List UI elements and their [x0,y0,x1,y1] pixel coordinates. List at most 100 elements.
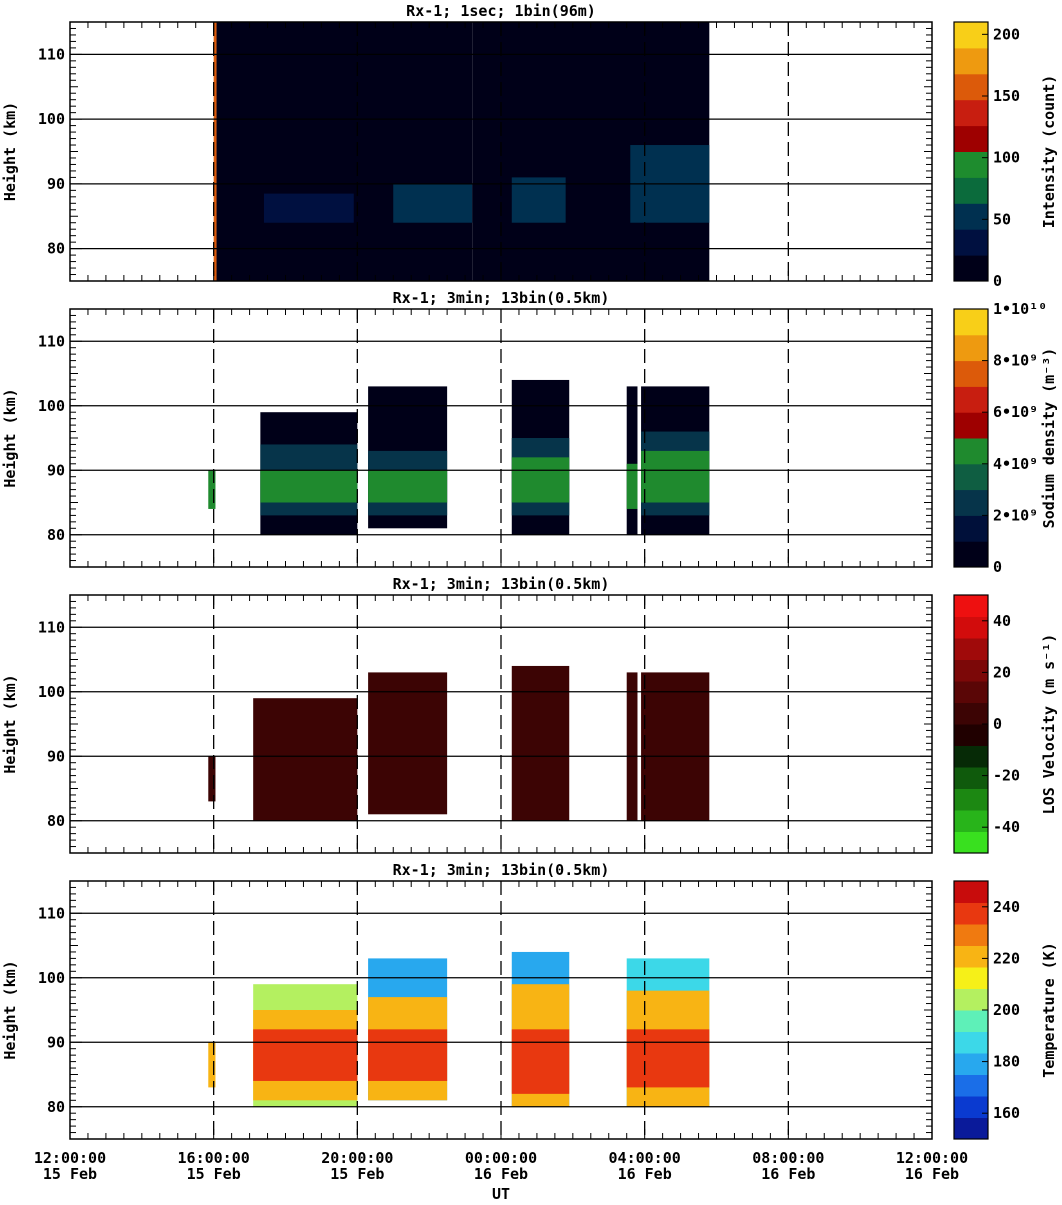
data-segment [208,470,216,509]
data-segment [511,665,570,821]
colorbar-cell [954,681,988,703]
y-tick-label: 80 [47,240,65,258]
colorbar-cell [954,229,988,256]
colorbar-cell [954,767,988,789]
data-segment [511,177,566,223]
data-segment [368,1029,448,1081]
x-tick-date: 16 Feb [905,1165,959,1183]
colorbar-cell [954,1010,988,1032]
colorbar-cell [954,745,988,768]
panel-title: Rx-1; 3min; 13bin(0.5km) [393,575,610,593]
colorbar-tick-label: 50 [993,210,1011,228]
y-axis-label: Height (km) [1,960,19,1059]
y-tick-label: 110 [38,45,65,63]
y-tick-label: 110 [38,618,65,636]
colorbar-cell [954,659,988,682]
colorbar-cell [954,924,988,946]
colorbar-cell [954,616,988,639]
x-tick-date: 16 Feb [761,1165,815,1183]
data-segment [368,470,448,503]
colorbar-cell [954,788,988,811]
y-tick-label: 110 [38,904,65,922]
x-tick-time: 20:00:00 [321,1149,393,1167]
y-axis-label: Height (km) [1,674,19,773]
y-tick-label: 100 [38,683,65,701]
colorbar-tick-label: 0 [993,272,1002,290]
panel-4: Rx-1; 3min; 13bin(0.5km) 80 90 100 110 Height… [1,861,1058,1140]
data-segment [208,756,216,802]
data-segment [253,1029,358,1081]
x-tick-time: 12:00:00 [34,1149,106,1167]
colorbar-cell [954,386,988,413]
colorbar-tick-label: 8•10⁹ [993,352,1038,370]
y-axis-label: Height (km) [1,388,19,487]
x-tick-time: 00:00:00 [465,1149,537,1167]
y-tick-label: 80 [47,1098,65,1116]
colorbar-cell [954,489,988,516]
colorbar-cell [954,1117,988,1140]
colorbar-tick-label: 0 [993,558,1002,576]
colorbar-cell [954,595,988,617]
x-tick-time: 08:00:00 [752,1149,824,1167]
colorbar-cell [954,638,988,660]
colorbar-frame [953,308,989,568]
y-tick-label: 100 [38,397,65,415]
data-segment [260,470,358,503]
colorbar-cell [954,1074,988,1097]
panel-title: Rx-1; 3min; 13bin(0.5km) [393,861,610,879]
colorbar-tick-label: 220 [993,949,1020,967]
data-segment [393,183,473,223]
data-segment [641,450,710,503]
colorbar-tick-label: -20 [993,767,1020,785]
colorbar-cell [954,255,988,282]
colorbar-tick-label: 150 [993,87,1020,105]
x-axis-label: UT [492,1185,510,1200]
colorbar-cell [954,541,988,568]
colorbar-label: LOS Velocity (m s⁻¹) [1040,634,1058,815]
panel-title: Rx-1; 1sec; 1bin(96m) [406,2,596,20]
x-tick-time: 16:00:00 [178,1149,250,1167]
colorbar-frame [953,21,989,282]
colorbar-tick-label: 100 [993,149,1020,167]
x-tick-date: 15 Feb [330,1165,384,1183]
x-tick-time: 12:00:00 [896,1149,968,1167]
x-tick-date: 16 Feb [474,1165,528,1183]
data-segment [626,1029,710,1088]
colorbar-cell [954,988,988,1011]
colorbar-cell [954,463,988,491]
y-tick-label: 90 [47,175,65,193]
colorbar-cell [954,515,988,542]
y-tick-label: 80 [47,812,65,830]
panel-3: Rx-1; 3min; 13bin(0.5km) 80 90 100 110 Height… [1,575,1058,854]
colorbar-tick-label: 200 [993,25,1020,43]
colorbar-cell [954,438,988,465]
colorbar-cell [954,203,988,230]
panel-1: Rx-1; 1sec; 1bin(96m) 80 90 100 110 Height (k… [1,2,1058,290]
colorbar-tick-label: 2•10⁹ [993,506,1038,524]
data-segment [511,457,570,503]
data-segment [641,672,710,821]
data-segment [511,1029,570,1094]
colorbar-tick-label: 240 [993,898,1020,916]
colorbar-tick-label: 1•10¹⁰ [993,300,1047,318]
y-axis-label: Height (km) [1,102,19,201]
y-tick-label: 110 [38,332,65,350]
data-segment [213,22,217,281]
y-tick-label: 80 [47,526,65,544]
y-tick-label: 100 [38,969,65,987]
data-segment [368,672,448,815]
colorbar-cell [954,724,988,746]
colorbar-tick-label: 180 [993,1053,1020,1071]
y-tick-label: 90 [47,1033,65,1051]
colorbar-cell [954,125,988,152]
data-segment [626,463,638,509]
data-segment [208,1042,216,1088]
colorbar-cell [954,881,988,903]
data-segment [263,193,354,223]
colorbar-cell [954,334,988,362]
colorbar-cell [954,1053,988,1075]
colorbar-cell [954,945,988,968]
y-tick-label: 90 [47,747,65,765]
colorbar-tick-label: 6•10⁹ [993,403,1038,421]
x-tick-date: 15 Feb [43,1165,97,1183]
